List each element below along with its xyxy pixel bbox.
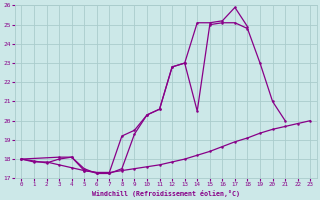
- X-axis label: Windchill (Refroidissement éolien,°C): Windchill (Refroidissement éolien,°C): [92, 190, 240, 197]
